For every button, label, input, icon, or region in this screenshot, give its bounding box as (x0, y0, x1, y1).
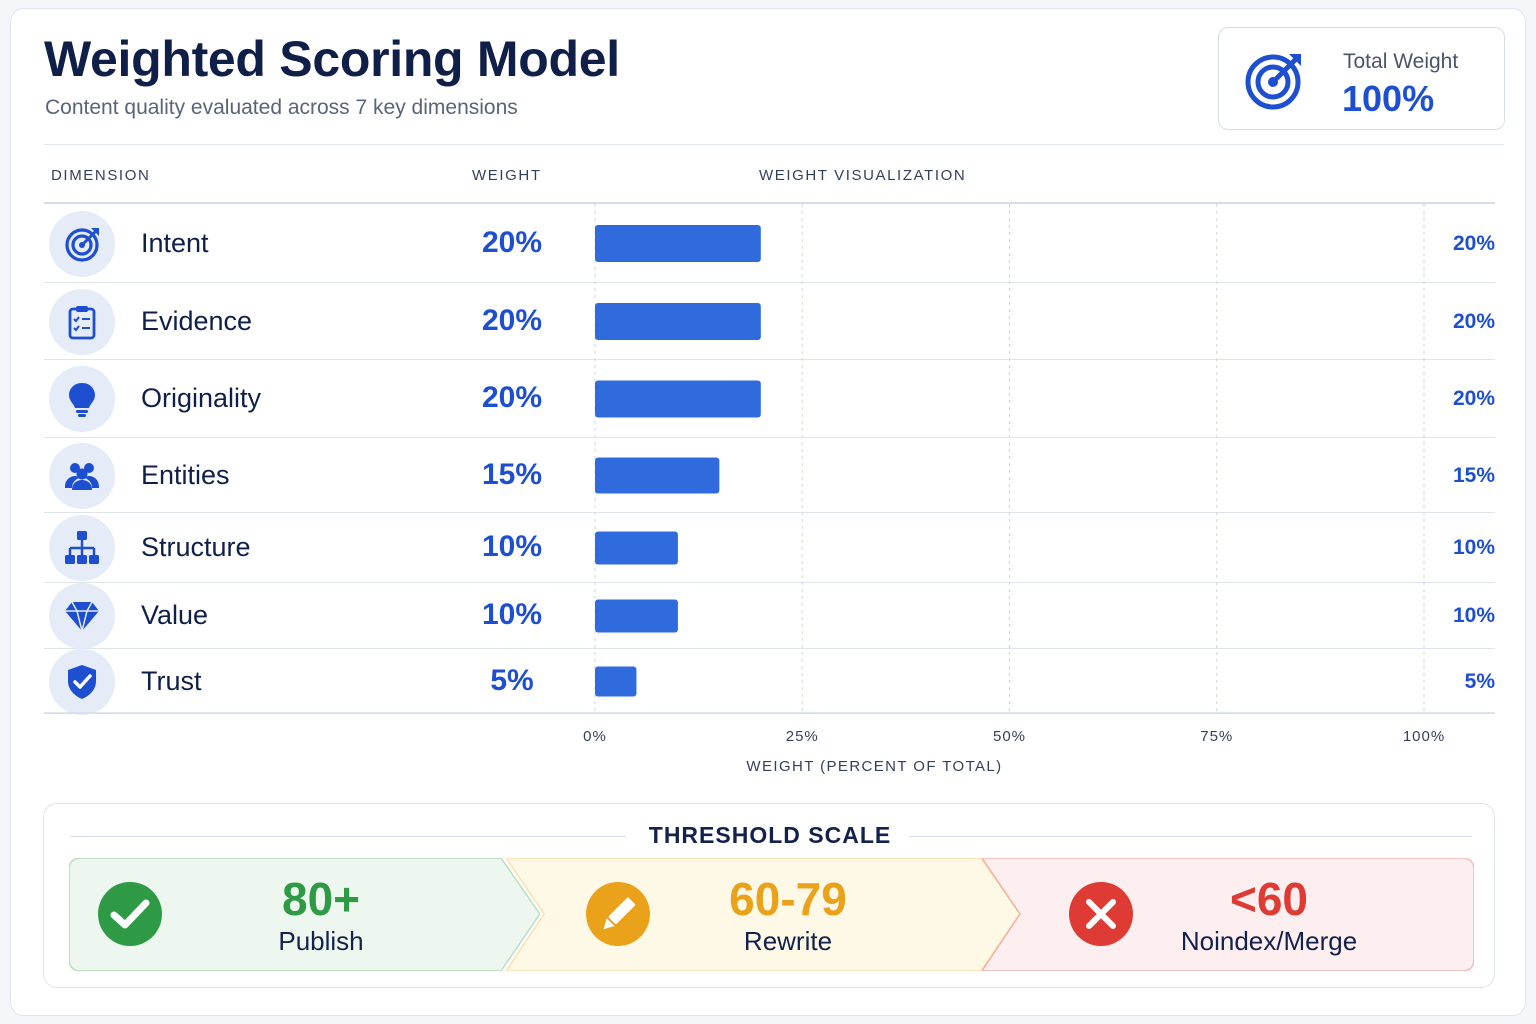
weight-value: 20% (481, 381, 543, 414)
weight-value: 5% (490, 663, 534, 697)
row-divider (44, 282, 1495, 283)
hierarchy-icon (49, 515, 115, 581)
dimension-row-entities: Entities 15% 15% (44, 438, 1495, 513)
x-circle-icon (1069, 882, 1133, 946)
target-icon (49, 210, 115, 277)
pencil-circle-icon (586, 882, 650, 946)
threshold-segment-rewrite: 60-79 Rewrite (506, 858, 1020, 971)
dimension-row-value: Value 10% 10% (44, 583, 1495, 649)
weight-value: 10% (481, 530, 543, 563)
total-weight-label: Total Weight (1343, 50, 1459, 73)
x-axis-label: WEIGHT (PERCENT OF TOTAL) (746, 758, 1002, 775)
dimension-row-originality: Originality 20% 20% (44, 360, 1495, 438)
diamond-icon (49, 583, 115, 649)
table-top-border (44, 202, 1495, 204)
row-divider (44, 512, 1495, 513)
lightbulb-icon (49, 366, 115, 432)
dimension-row-trust: Trust 5% 5% (44, 648, 1495, 715)
row-divider (44, 359, 1495, 360)
column-header-dimension: DIMENSION (51, 167, 151, 184)
total-weight-value: 100% (1342, 78, 1435, 119)
dimension-name: Trust (141, 665, 202, 696)
dimension-name: Entities (141, 459, 230, 490)
dimension-name: Structure (141, 532, 251, 562)
check-circle-icon (98, 882, 162, 946)
row-divider (44, 582, 1495, 583)
bar-trust (595, 666, 637, 697)
bar-evidence (595, 303, 761, 340)
threshold-action: Noindex/Merge (1180, 926, 1358, 956)
weight-value: 10% (481, 598, 543, 631)
weight-value: 20% (481, 303, 543, 337)
dimension-name: Value (141, 600, 209, 630)
clipboard-check-icon (49, 288, 115, 355)
dimension-row-structure: Structure 10% 10% (44, 513, 1495, 583)
dimension-row-intent: Intent 20% 20% (44, 204, 1495, 283)
threshold-rule-left (70, 836, 626, 837)
page-title: Weighted Scoring Model (44, 31, 620, 87)
bar-data-label: 10% (1452, 536, 1495, 559)
threshold-score: <60 (1229, 873, 1309, 925)
threshold-segment-noindex-merge: <60 Noindex/Merge (982, 858, 1474, 971)
x-tick-label: 75% (1200, 728, 1233, 745)
weight-value: 15% (481, 457, 543, 491)
x-tick-label: 0% (583, 728, 607, 745)
bar-data-label: 20% (1452, 231, 1495, 255)
dimension-name: Evidence (141, 305, 253, 336)
shield-check-icon (49, 648, 115, 715)
x-tick-label: 50% (993, 728, 1026, 745)
threshold-rule-right (892, 836, 1472, 837)
x-tick-label: 100% (1403, 728, 1445, 745)
bar-originality (595, 380, 761, 418)
people-icon (49, 442, 115, 509)
bar-entities (595, 457, 720, 494)
threshold-segment-publish: 80+ Publish (69, 858, 540, 971)
column-header-weight: WEIGHT (472, 167, 542, 184)
bar-data-label: 15% (1452, 463, 1495, 487)
bar-data-label: 20% (1452, 387, 1495, 410)
bar-data-label: 5% (1464, 669, 1495, 693)
threshold-action: Publish (278, 926, 364, 956)
row-divider (44, 437, 1495, 438)
threshold-score: 60-79 (729, 873, 847, 925)
column-header-visualization: WEIGHT VISUALIZATION (759, 167, 967, 184)
weight-value: 20% (481, 225, 543, 259)
bar-structure (595, 531, 678, 565)
total-weight-card: Total Weight 100% (1218, 27, 1505, 130)
bar-data-label: 20% (1452, 309, 1495, 333)
bar-data-label: 10% (1452, 604, 1495, 627)
threshold-score: 80+ (281, 873, 361, 925)
bar-value (595, 599, 678, 633)
dimension-row-evidence: Evidence 20% 20% (44, 283, 1495, 360)
threshold-action: Rewrite (743, 926, 833, 956)
row-divider (44, 648, 1495, 649)
target-icon (1245, 54, 1301, 110)
threshold-title: THRESHOLD SCALE (44, 822, 1496, 849)
dimension-name: Originality (141, 383, 262, 413)
dimension-name: Intent (141, 227, 209, 258)
x-tick-label: 25% (786, 728, 819, 745)
page-subtitle: Content quality evaluated across 7 key d… (45, 96, 518, 119)
header-divider (44, 144, 1504, 145)
bar-intent (595, 225, 761, 262)
